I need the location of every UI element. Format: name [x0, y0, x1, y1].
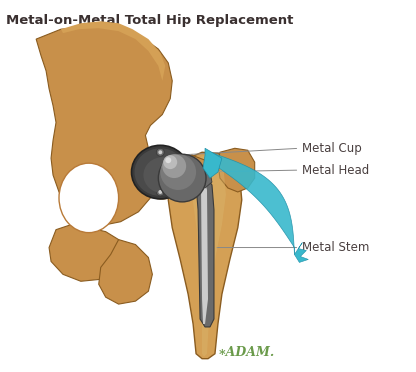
- Polygon shape: [210, 152, 295, 254]
- Ellipse shape: [134, 148, 186, 196]
- Text: Metal Stem: Metal Stem: [302, 241, 370, 254]
- Polygon shape: [201, 182, 208, 324]
- Text: Metal Head: Metal Head: [302, 164, 369, 177]
- Ellipse shape: [64, 169, 114, 227]
- Circle shape: [158, 154, 206, 202]
- Ellipse shape: [59, 163, 119, 232]
- Polygon shape: [295, 243, 308, 262]
- Text: ∗ADAM.: ∗ADAM.: [218, 346, 275, 359]
- Text: Metal Cup: Metal Cup: [302, 142, 362, 155]
- Polygon shape: [218, 148, 255, 192]
- Text: Metal-on-Metal Total Hip Replacement: Metal-on-Metal Total Hip Replacement: [6, 14, 294, 27]
- Ellipse shape: [144, 161, 181, 195]
- Polygon shape: [168, 152, 242, 359]
- Ellipse shape: [131, 145, 189, 199]
- Ellipse shape: [144, 157, 181, 193]
- Circle shape: [156, 188, 164, 196]
- Circle shape: [158, 190, 162, 194]
- Ellipse shape: [136, 151, 188, 199]
- Circle shape: [163, 155, 177, 169]
- Circle shape: [158, 150, 162, 154]
- Polygon shape: [162, 155, 210, 190]
- Polygon shape: [49, 225, 123, 281]
- Polygon shape: [203, 148, 222, 178]
- Polygon shape: [190, 156, 226, 357]
- Polygon shape: [36, 26, 172, 226]
- Circle shape: [165, 157, 171, 163]
- Circle shape: [160, 154, 196, 190]
- Circle shape: [156, 148, 164, 156]
- Polygon shape: [99, 240, 152, 304]
- Polygon shape: [196, 178, 214, 327]
- Polygon shape: [195, 168, 212, 188]
- Circle shape: [162, 154, 186, 178]
- Polygon shape: [61, 21, 165, 81]
